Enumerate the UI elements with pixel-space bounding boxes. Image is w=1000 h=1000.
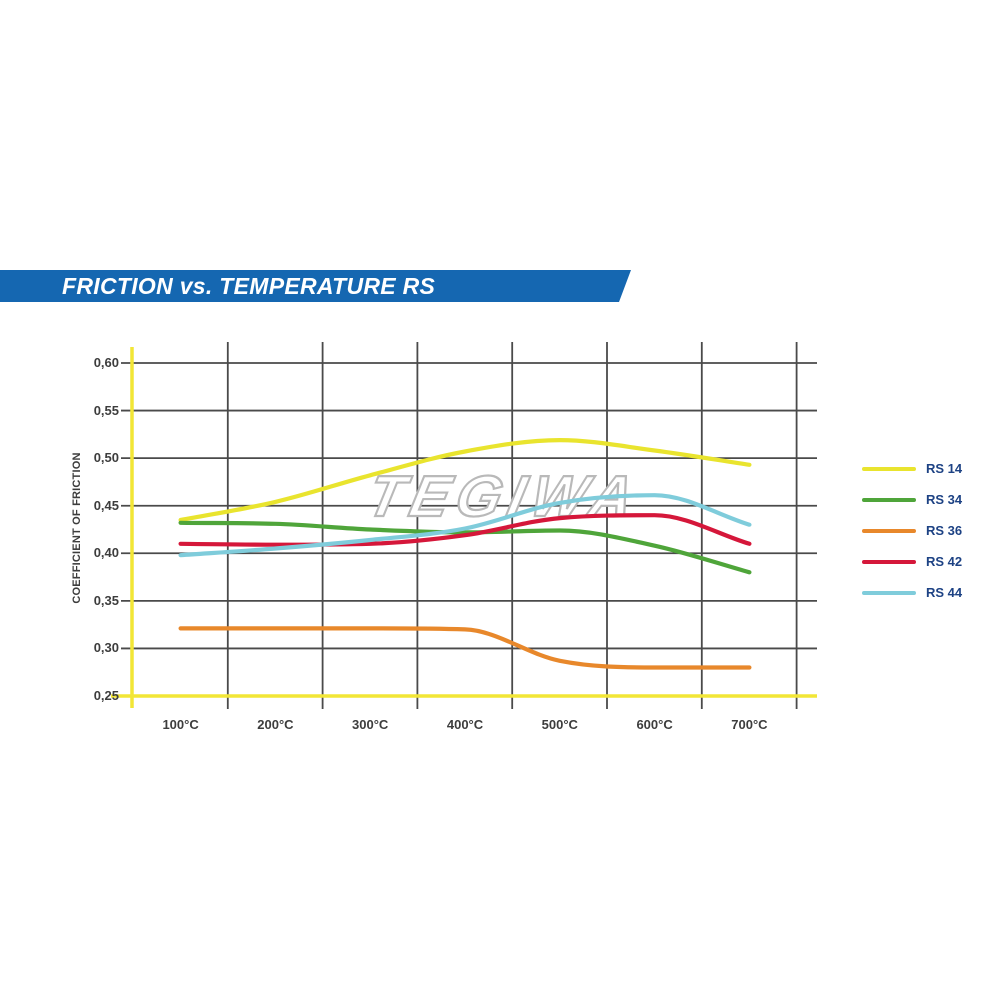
legend-swatch: [862, 466, 916, 471]
chart-title: FRICTION vs. TEMPERATURE RS: [62, 272, 436, 299]
legend-swatch: [862, 528, 916, 533]
y-tick-label: 0,40: [93, 545, 119, 561]
series-line-rs-36: [178, 626, 752, 670]
x-tick-label: 200°C: [257, 717, 294, 732]
series-line-rs-42: [178, 513, 752, 547]
y-tick-label: 0,50: [93, 450, 119, 466]
legend-swatch: [862, 559, 916, 564]
legend-label: RS 44: [926, 585, 963, 600]
series-line-rs-14: [178, 438, 752, 523]
x-tick-label: 100°C: [162, 717, 199, 732]
title-banner: FRICTION vs. TEMPERATURE RS: [0, 270, 631, 302]
x-tick-label: 700°C: [731, 717, 768, 732]
legend-item-rs-14: RS 14: [862, 461, 962, 476]
legend-label: RS 34: [926, 492, 963, 507]
legend-item-rs-36: RS 36: [862, 523, 962, 538]
y-tick-label: 0,55: [93, 402, 119, 418]
x-tick-label: 400°C: [446, 717, 484, 732]
legend-item-rs-44: RS 44: [862, 585, 962, 600]
y-tick-label: 0,45: [93, 497, 119, 513]
legend-swatch: [862, 590, 916, 595]
x-tick-label: 600°C: [636, 717, 673, 732]
x-tick-label: 300°C: [352, 717, 389, 732]
legend-label: RS 42: [926, 554, 963, 569]
legend-item-rs-34: RS 34: [862, 492, 962, 507]
series-line-rs-44: [178, 493, 752, 558]
legend-item-rs-42: RS 42: [862, 554, 962, 569]
x-tick-label: 500°C: [541, 717, 578, 732]
y-tick-label: 0,30: [93, 640, 119, 656]
y-axis-title: COEFFICIENT OF FRICTION: [71, 452, 83, 604]
y-tick-label: 0,60: [93, 355, 119, 370]
legend-swatch: [862, 497, 916, 502]
legend-label: RS 14: [926, 461, 963, 476]
y-tick-label: 0,25: [93, 688, 119, 703]
y-tick-label: 0,35: [93, 592, 119, 608]
legend-label: RS 36: [926, 523, 963, 538]
series-line-rs-34: [178, 520, 752, 575]
